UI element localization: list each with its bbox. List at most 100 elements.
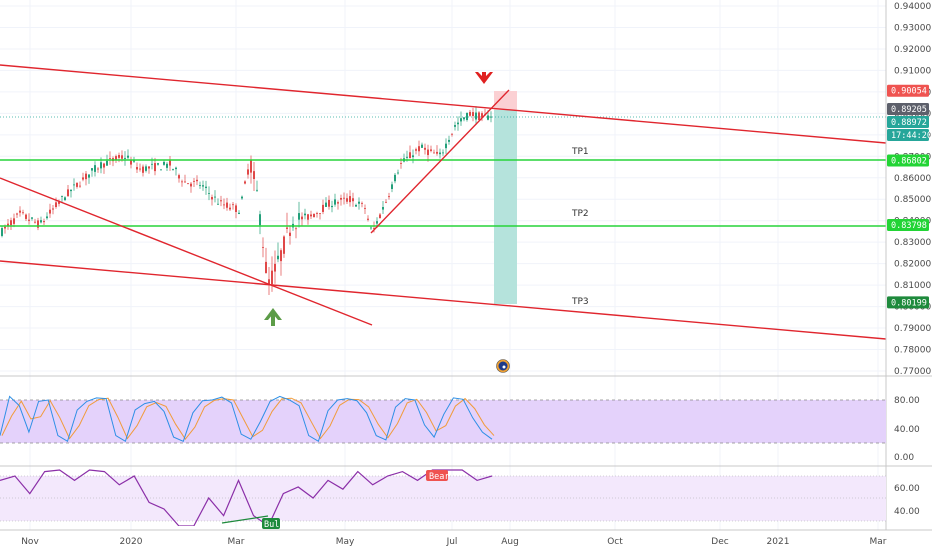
candle: [103, 162, 105, 174]
stochastic-k-line: [0, 395, 493, 443]
time-tick-label: Mar: [870, 537, 887, 547]
tp2-label: TP2: [571, 209, 589, 219]
candle: [97, 167, 99, 173]
candle: [166, 162, 168, 172]
candle: [259, 210, 261, 235]
candle: [346, 193, 348, 204]
candle: [73, 178, 75, 191]
main-pane[interactable]: TP1 TP2 TP3: [0, 0, 886, 530]
candle: [7, 218, 9, 230]
candle: [76, 182, 78, 189]
candle: [343, 192, 345, 205]
channel-lower-line[interactable]: [0, 260, 886, 340]
candle: [364, 204, 366, 214]
stochastic-d-line: [1, 397, 495, 441]
candle: [379, 213, 381, 219]
candle: [82, 172, 84, 182]
candle: [430, 145, 432, 153]
price-axis[interactable]: 0.940000.930000.920000.910000.900000.890…: [894, 2, 931, 377]
candle: [13, 213, 15, 228]
ascending-trendline[interactable]: [370, 89, 510, 234]
candle: [298, 201, 300, 228]
descending-trendline[interactable]: [0, 177, 373, 326]
candle: [304, 208, 306, 220]
candle: [70, 189, 72, 198]
candle: [148, 166, 150, 174]
candle: [328, 195, 330, 210]
candle: [130, 156, 132, 169]
candle: [229, 203, 231, 212]
candle: [322, 199, 324, 215]
candle: [127, 149, 129, 160]
price-tick-label: 0.77000: [894, 367, 931, 377]
candle: [394, 172, 396, 184]
candle: [61, 195, 63, 203]
time-axis[interactable]: Nov 2020 Mar May Jul Aug Oct Dec 2021 Mar: [21, 537, 887, 547]
candle: [427, 144, 429, 162]
candle: [91, 167, 93, 177]
svg-text:Bull: Bull: [264, 520, 284, 530]
candle: [295, 226, 297, 239]
candle: [409, 145, 411, 159]
candle: [442, 149, 444, 156]
candle: [52, 205, 54, 215]
svg-text:Bear: Bear: [429, 472, 449, 482]
rsi-pane[interactable]: Bear Bull 60.00 40.00: [0, 469, 920, 530]
stochastic-pane[interactable]: 80.00 40.00 0.00: [0, 395, 920, 463]
candle: [451, 133, 453, 137]
candle: [244, 180, 246, 185]
time-tick-label: May: [336, 537, 355, 547]
candle: [463, 117, 465, 122]
candle: [199, 181, 201, 189]
candle: [280, 248, 282, 276]
arrow-down-icon: [475, 72, 493, 84]
bear-label: Bear: [426, 470, 449, 482]
candle: [367, 215, 369, 222]
candle: [412, 149, 414, 164]
candle: [214, 190, 216, 203]
svg-text:0.86802: 0.86802: [891, 157, 927, 167]
candle: [196, 175, 198, 186]
candle: [256, 180, 258, 193]
price-tick-label: 0.93000: [894, 23, 931, 33]
candle: [34, 218, 36, 224]
candle: [352, 192, 354, 207]
candle: [211, 194, 213, 206]
candle: [202, 180, 204, 191]
candle: [37, 217, 39, 231]
price-tick-label: 0.94000: [894, 2, 931, 12]
candle: [415, 147, 417, 155]
candle: [445, 138, 447, 154]
candle: [79, 181, 81, 188]
price-tick-label: 0.82000: [894, 260, 931, 270]
time-tick-label: Jul: [446, 537, 458, 547]
svg-text:0.90054: 0.90054: [891, 87, 927, 97]
stoch-tick-0: 0.00: [894, 453, 914, 463]
rsi-tick-40: 40.00: [894, 507, 920, 517]
svg-text:0.83798: 0.83798: [891, 221, 927, 231]
time-tick-label: Aug: [501, 537, 519, 547]
rsi-band: [0, 476, 886, 521]
channel-upper-line[interactable]: [0, 64, 886, 144]
candle: [301, 212, 303, 226]
svg-text:17:44:20: 17:44:20: [891, 131, 932, 141]
tp3-label: TP3: [571, 297, 589, 307]
candle: [355, 203, 357, 207]
candle: [418, 140, 420, 156]
candle: [337, 200, 339, 210]
candle: [478, 111, 480, 121]
candle: [457, 116, 459, 131]
candle: [232, 201, 234, 210]
candle: [157, 162, 159, 166]
candle: [241, 195, 243, 200]
stochastic-band: [0, 400, 886, 443]
candle: [49, 203, 51, 218]
candle: [319, 213, 321, 220]
candle: [67, 185, 69, 198]
arrow-up-icon: [264, 308, 282, 326]
main-pane-bg: [0, 0, 886, 375]
candle: [397, 169, 399, 175]
flag-event-icon[interactable]: [496, 359, 510, 373]
candle: [253, 162, 255, 192]
